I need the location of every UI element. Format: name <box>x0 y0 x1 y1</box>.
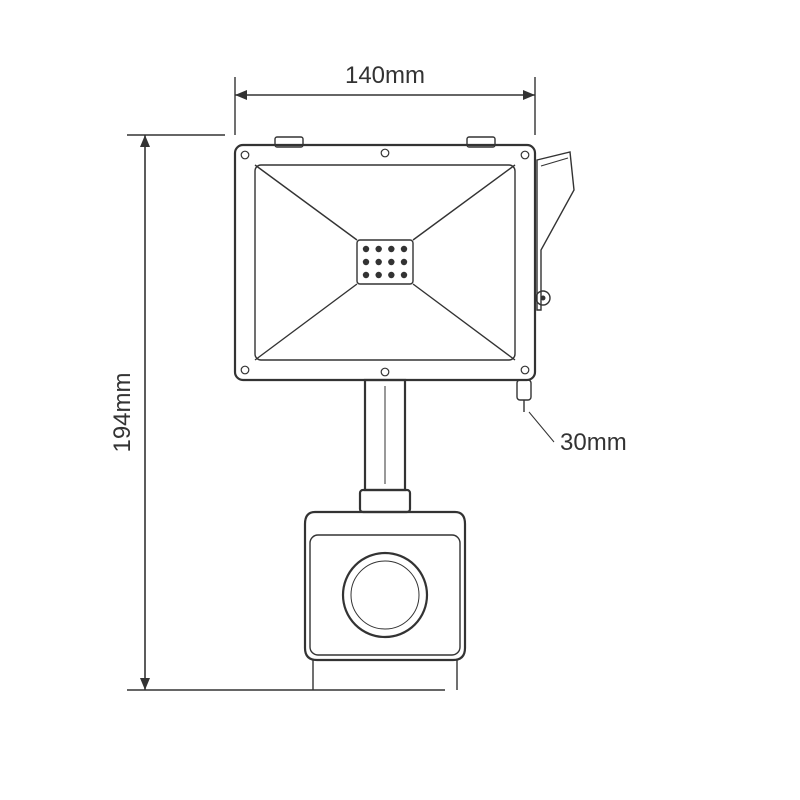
height-dimension-label: 194mm <box>109 372 136 452</box>
pir-sensor-lens <box>343 553 427 637</box>
mounting-bracket <box>537 152 574 310</box>
width-dimension-label: 140mm <box>345 62 425 89</box>
depth-dimension-label: 30mm <box>560 429 627 456</box>
